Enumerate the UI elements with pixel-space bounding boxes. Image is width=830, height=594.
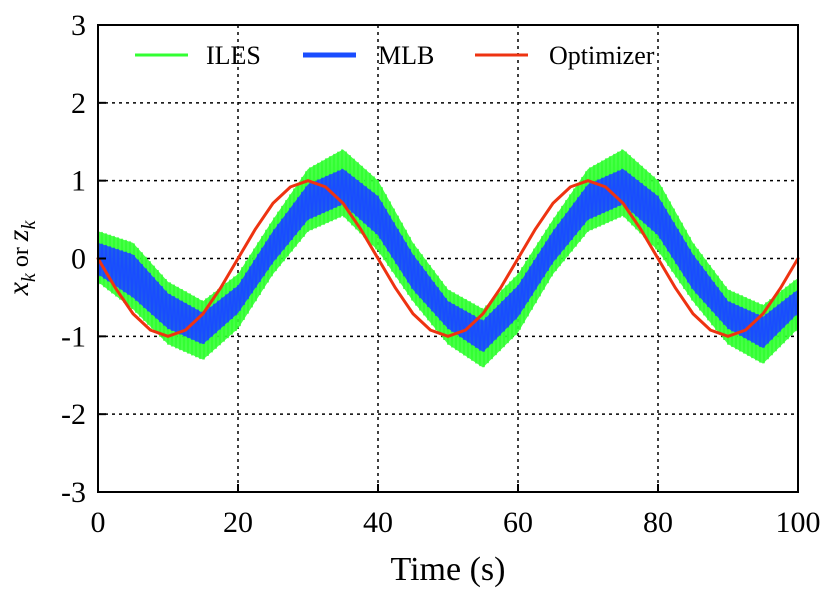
- y-tick-label: 1: [71, 165, 86, 198]
- x-tick-label: 80: [643, 506, 673, 539]
- x-axis-label: Time (s): [391, 551, 506, 588]
- x-tick-label: 60: [503, 506, 533, 539]
- y-label-or: or: [8, 247, 34, 267]
- y-label-z-var: z: [2, 229, 35, 242]
- series-layer: [96, 149, 800, 368]
- legend-label-iles: ILES: [206, 41, 261, 70]
- x-tick-label: 40: [363, 506, 393, 539]
- legend-label-optimizer: Optimizer: [549, 41, 655, 70]
- x-tick-label: 20: [223, 506, 253, 539]
- legend: ILES MLB Optimizer: [135, 41, 655, 70]
- series-mlb-fill: [98, 168, 798, 352]
- y-tick-label: 0: [71, 243, 86, 276]
- y-label-x-var: x: [2, 281, 35, 296]
- series-optimizer-line: [96, 179, 800, 338]
- y-tick-label: -2: [61, 398, 86, 431]
- axis-ticks: 0 20 40 60 80 100 -3 -2 -1 0 1 2 3: [61, 9, 821, 539]
- y-label-sub2: k: [18, 219, 40, 229]
- y-label-sub1: k: [18, 272, 40, 282]
- x-tick-label: 0: [91, 506, 106, 539]
- y-tick-label: -1: [61, 320, 86, 353]
- y-tick-label: 3: [71, 9, 86, 42]
- x-tick-label: 100: [776, 506, 821, 539]
- legend-label-mlb: MLB: [378, 41, 434, 70]
- y-axis-label: xkorzk: [2, 219, 40, 296]
- y-tick-label: -3: [61, 476, 86, 509]
- y-tick-label: 2: [71, 87, 86, 120]
